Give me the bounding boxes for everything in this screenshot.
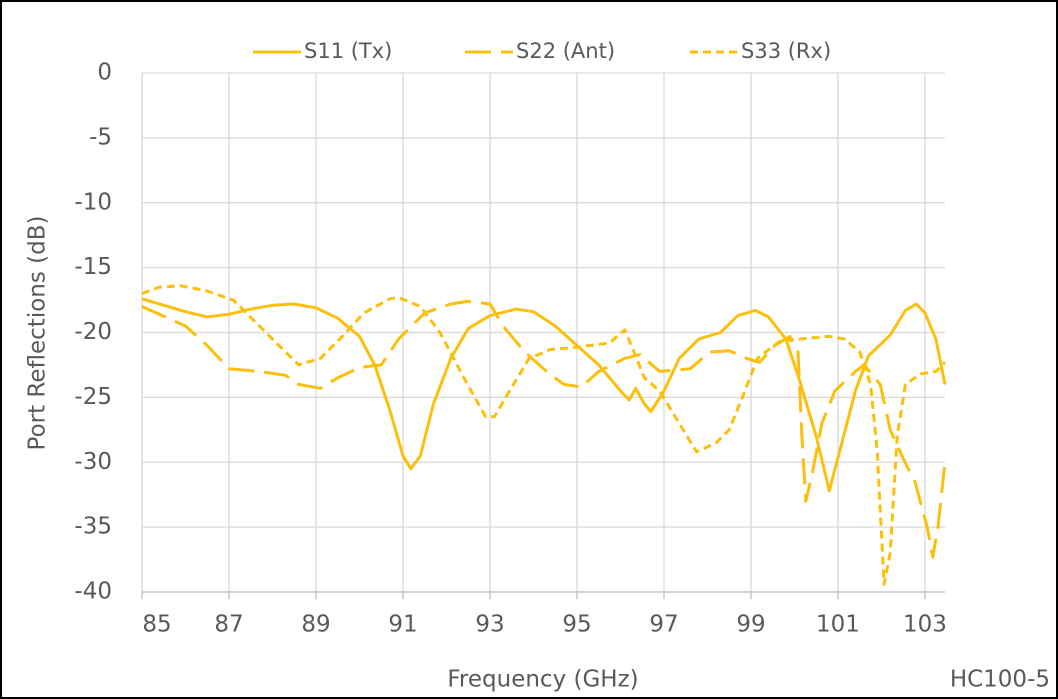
legend-label: S33 (Rx) [741, 39, 831, 63]
x-tick-label: 103 [903, 612, 947, 638]
series-line [141, 297, 947, 493]
x-tick-label: 91 [388, 612, 417, 638]
series-line [141, 299, 947, 559]
legend-label: S22 (Ant) [516, 39, 615, 63]
annotation: HC100-5 [950, 667, 1050, 693]
y-axis-title: Port Reflections (dB) [25, 216, 51, 451]
x-tick-label: 95 [562, 612, 591, 638]
x-tick-label: 101 [816, 612, 860, 638]
y-tick-label: -30 [74, 449, 112, 475]
y-tick-label: -35 [74, 514, 112, 540]
y-tick-label: -40 [74, 579, 112, 605]
x-tick-label: 93 [475, 612, 504, 638]
x-tick-label: 89 [301, 612, 330, 638]
x-tick-label: 87 [214, 612, 243, 638]
y-tick-label: -10 [74, 189, 112, 215]
x-axis-title: Frequency (GHz) [447, 667, 638, 693]
legend-label: S11 (Tx) [304, 39, 392, 63]
x-tick-label: 85 [142, 612, 171, 638]
y-tick-label: 0 [97, 60, 112, 86]
series-line [141, 284, 947, 586]
x-tick-label: 97 [649, 612, 678, 638]
y-tick-label: -5 [89, 124, 112, 150]
y-tick-label: -20 [74, 319, 112, 345]
y-tick-label: -15 [74, 254, 112, 280]
y-tick-label: -25 [74, 384, 112, 410]
x-tick-label: 99 [736, 612, 765, 638]
